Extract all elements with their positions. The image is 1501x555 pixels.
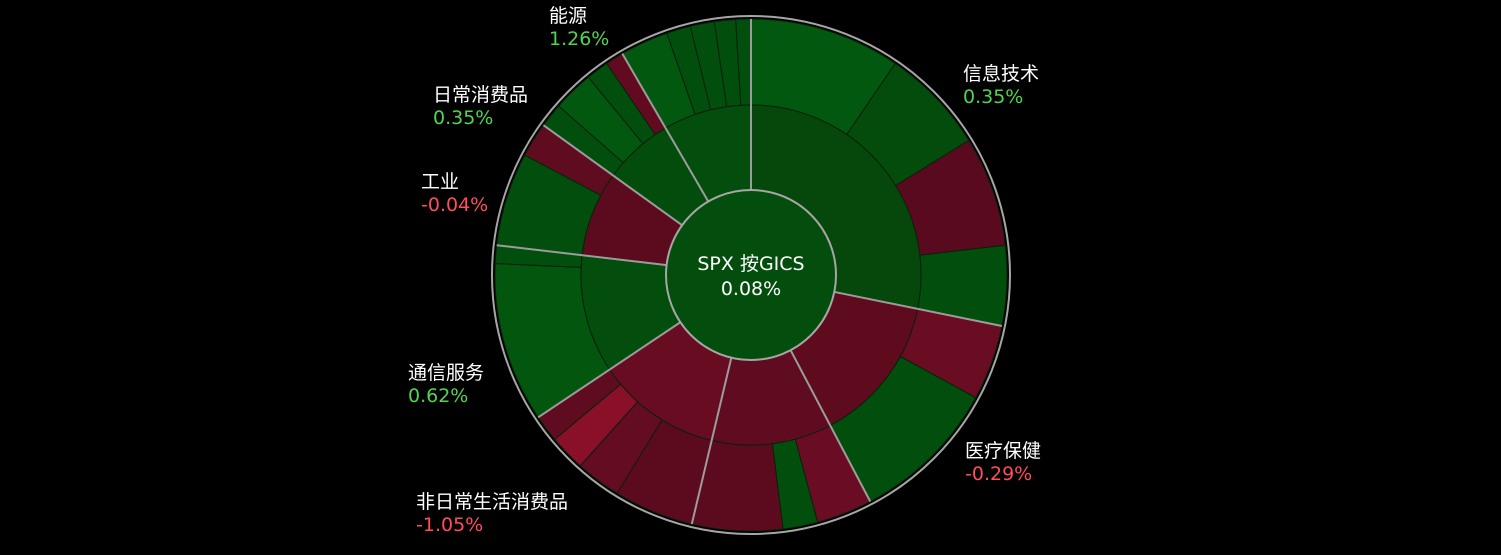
label-industrials-name: 工业 — [421, 171, 460, 193]
label-communication-change: 0.62% — [408, 385, 469, 407]
label-it-change: 0.35% — [963, 86, 1024, 108]
separator-5 — [496, 244, 667, 267]
label-it: 信息技术 0.35% — [963, 63, 1039, 109]
label-healthcare-name: 医疗保健 — [965, 440, 1042, 462]
label-discretionary-change: -1.05% — [416, 514, 484, 536]
separator-6 — [542, 124, 683, 227]
label-communication: 通信服务 0.62% — [408, 362, 484, 408]
center-disc: SPX 按GICS 0.08% — [665, 189, 837, 361]
label-staples-change: 0.35% — [433, 107, 494, 129]
sector-separators — [491, 15, 1011, 535]
label-healthcare: 医疗保健 -0.29% — [965, 440, 1041, 486]
label-energy-name: 能源 — [549, 5, 588, 27]
outer-border — [491, 15, 1011, 535]
label-industrials-change: -0.04% — [421, 194, 489, 216]
label-staples: 日常消费品 0.35% — [433, 84, 528, 130]
label-healthcare-change: -0.29% — [965, 463, 1033, 485]
label-it-name: 信息技术 — [963, 63, 1040, 85]
label-communication-name: 通信服务 — [408, 362, 485, 384]
center-circle — [665, 189, 837, 361]
label-discretionary: 非日常生活消费品 -1.05% — [416, 491, 568, 537]
label-staples-name: 日常消费品 — [433, 84, 529, 106]
label-industrials: 工业 -0.04% — [421, 171, 488, 217]
center-title: SPX 按GICS — [697, 253, 804, 275]
outer-ring — [494, 18, 1008, 532]
center-value: 0.08% — [721, 278, 781, 300]
label-discretionary-name: 非日常生活消费品 — [416, 491, 569, 513]
separator-1 — [834, 290, 1003, 327]
separator-2 — [789, 349, 872, 502]
label-energy-change: 1.26% — [549, 28, 610, 50]
separator-3 — [690, 357, 733, 525]
label-energy: 能源 1.26% — [549, 5, 609, 51]
separator-7 — [621, 53, 710, 203]
separator-4 — [537, 321, 681, 419]
